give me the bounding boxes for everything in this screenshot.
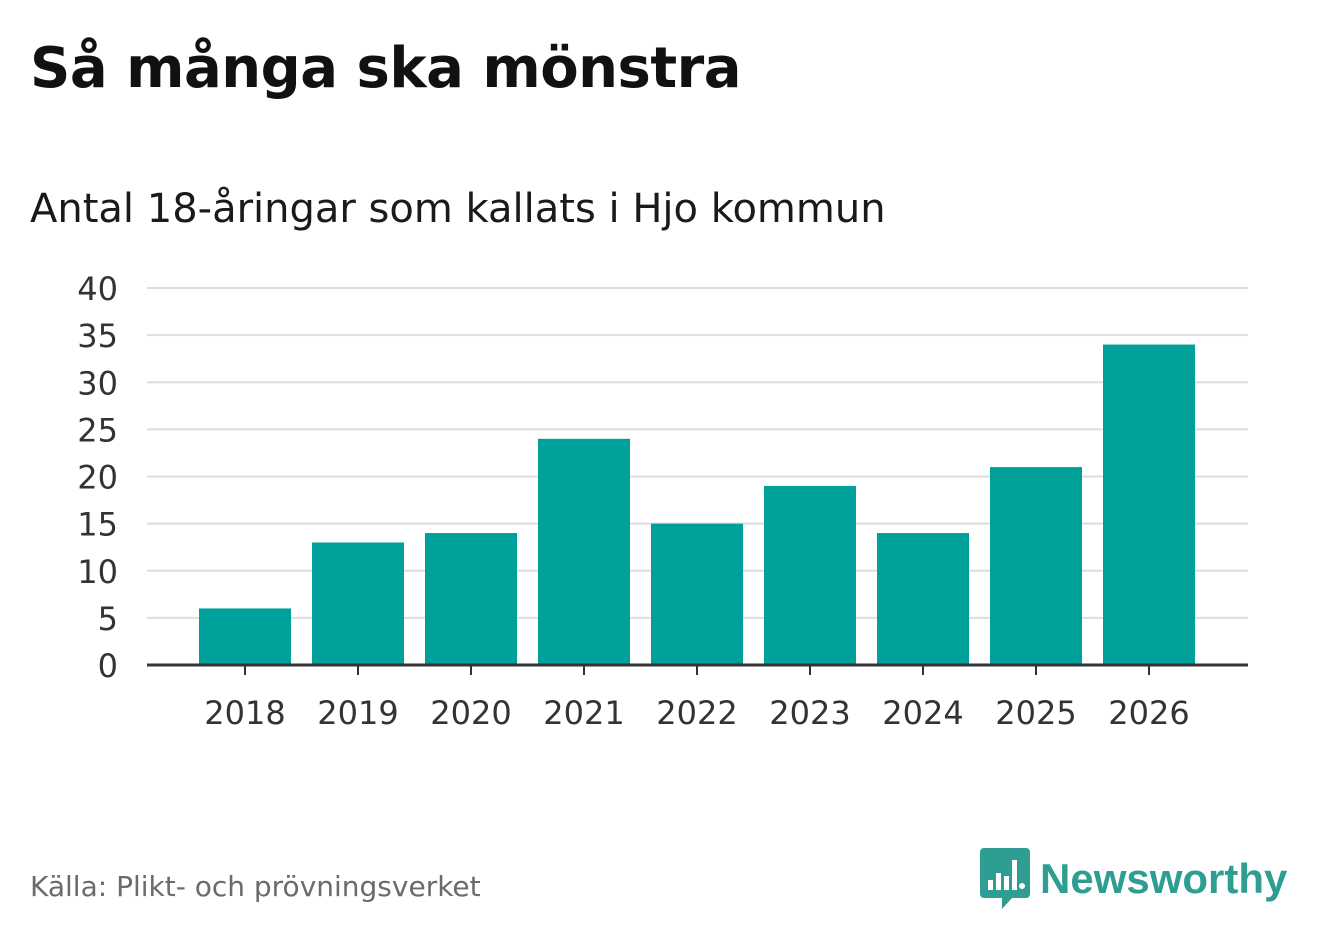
x-tick-label: 2020 bbox=[430, 694, 511, 732]
x-tick-label: 2021 bbox=[543, 694, 624, 732]
x-tick-label: 2024 bbox=[882, 694, 963, 732]
y-tick-label: 30 bbox=[77, 364, 118, 402]
y-tick-label: 40 bbox=[77, 270, 118, 308]
bar-2025 bbox=[990, 467, 1082, 665]
y-tick-label: 20 bbox=[77, 459, 118, 497]
x-tick-label: 2023 bbox=[769, 694, 850, 732]
bar-2019 bbox=[312, 542, 404, 665]
x-tick-label: 2018 bbox=[204, 694, 285, 732]
bar-2026 bbox=[1103, 344, 1195, 665]
y-tick-label: 35 bbox=[77, 317, 118, 355]
speech-bubble-bar-chart-icon bbox=[980, 848, 1030, 909]
bar-2021 bbox=[538, 438, 630, 665]
y-tick-label: 5 bbox=[98, 600, 118, 638]
bar-2022 bbox=[651, 523, 743, 665]
bar-2023 bbox=[764, 485, 856, 665]
brand-logo: Newsworthy bbox=[980, 848, 1287, 910]
bars bbox=[199, 344, 1195, 665]
x-tick-label: 2022 bbox=[656, 694, 737, 732]
y-tick-label: 25 bbox=[77, 411, 118, 449]
brand-name: Newsworthy bbox=[1040, 855, 1288, 902]
source-note: Källa: Plikt- och prövningsverket bbox=[30, 870, 481, 903]
x-tick-label: 2025 bbox=[995, 694, 1076, 732]
x-tick-label: 2026 bbox=[1108, 694, 1189, 732]
bar-2020 bbox=[425, 533, 517, 665]
bar-2018 bbox=[199, 608, 291, 665]
y-tick-label: 10 bbox=[77, 553, 118, 591]
chart-title: Så många ska mönstra bbox=[30, 36, 742, 101]
y-tick-label: 0 bbox=[98, 647, 118, 685]
x-axis-ticks: 2018 2019 2020 2021 2022 2023 2024 2025 2026 bbox=[204, 665, 1190, 732]
y-tick-label: 15 bbox=[77, 506, 118, 544]
x-tick-label: 2019 bbox=[317, 694, 398, 732]
chart-subtitle: Antal 18-åringar som kallats i Hjo kommu… bbox=[30, 186, 886, 232]
bar-2024 bbox=[877, 533, 969, 665]
y-axis-ticks: 0 5 10 15 20 25 30 35 40 bbox=[77, 270, 118, 685]
